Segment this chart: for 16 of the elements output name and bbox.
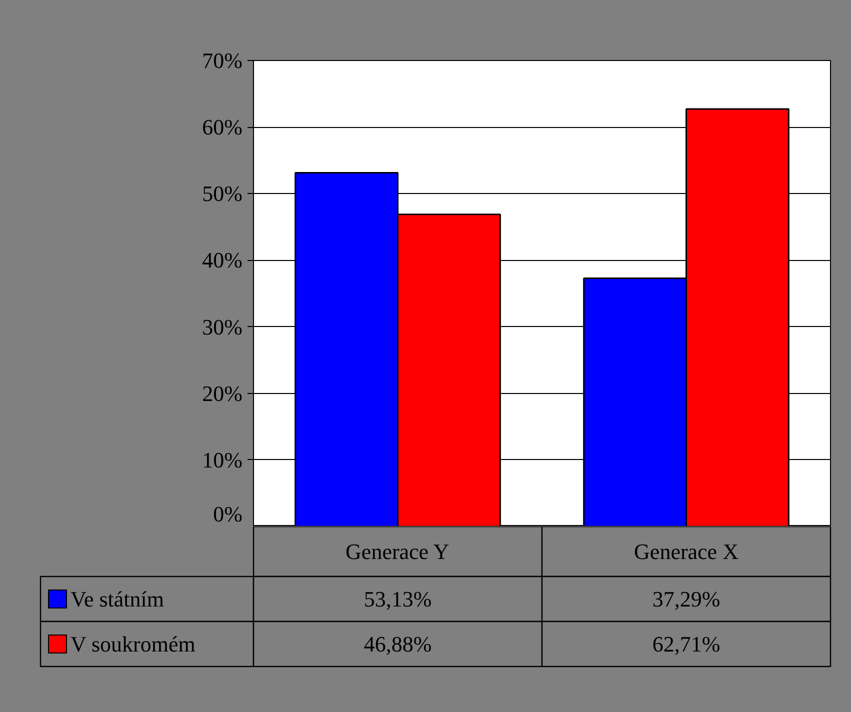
- x-tick-label: Generace X: [634, 539, 739, 564]
- y-tick-label: 70%: [202, 48, 242, 73]
- data-label: 37,29%: [652, 586, 720, 612]
- y-tick-label: 20%: [202, 380, 242, 406]
- data-label: 53,13%: [364, 586, 432, 612]
- x-tick-label: Generace Y: [346, 539, 450, 564]
- y-tick-label: 40%: [202, 248, 242, 273]
- legend-label: V soukromém: [70, 632, 196, 656]
- data-label: 62,71%: [652, 632, 720, 656]
- legend-label: Ve státním: [70, 586, 164, 612]
- data-label: 46,88%: [364, 632, 432, 656]
- y-tick-label: 0%: [213, 502, 242, 526]
- y-tick-label: 50%: [202, 181, 242, 206]
- y-tick-label: 30%: [202, 314, 242, 340]
- y-tick-label: 60%: [202, 114, 242, 140]
- y-tick-label: 10%: [202, 447, 242, 472]
